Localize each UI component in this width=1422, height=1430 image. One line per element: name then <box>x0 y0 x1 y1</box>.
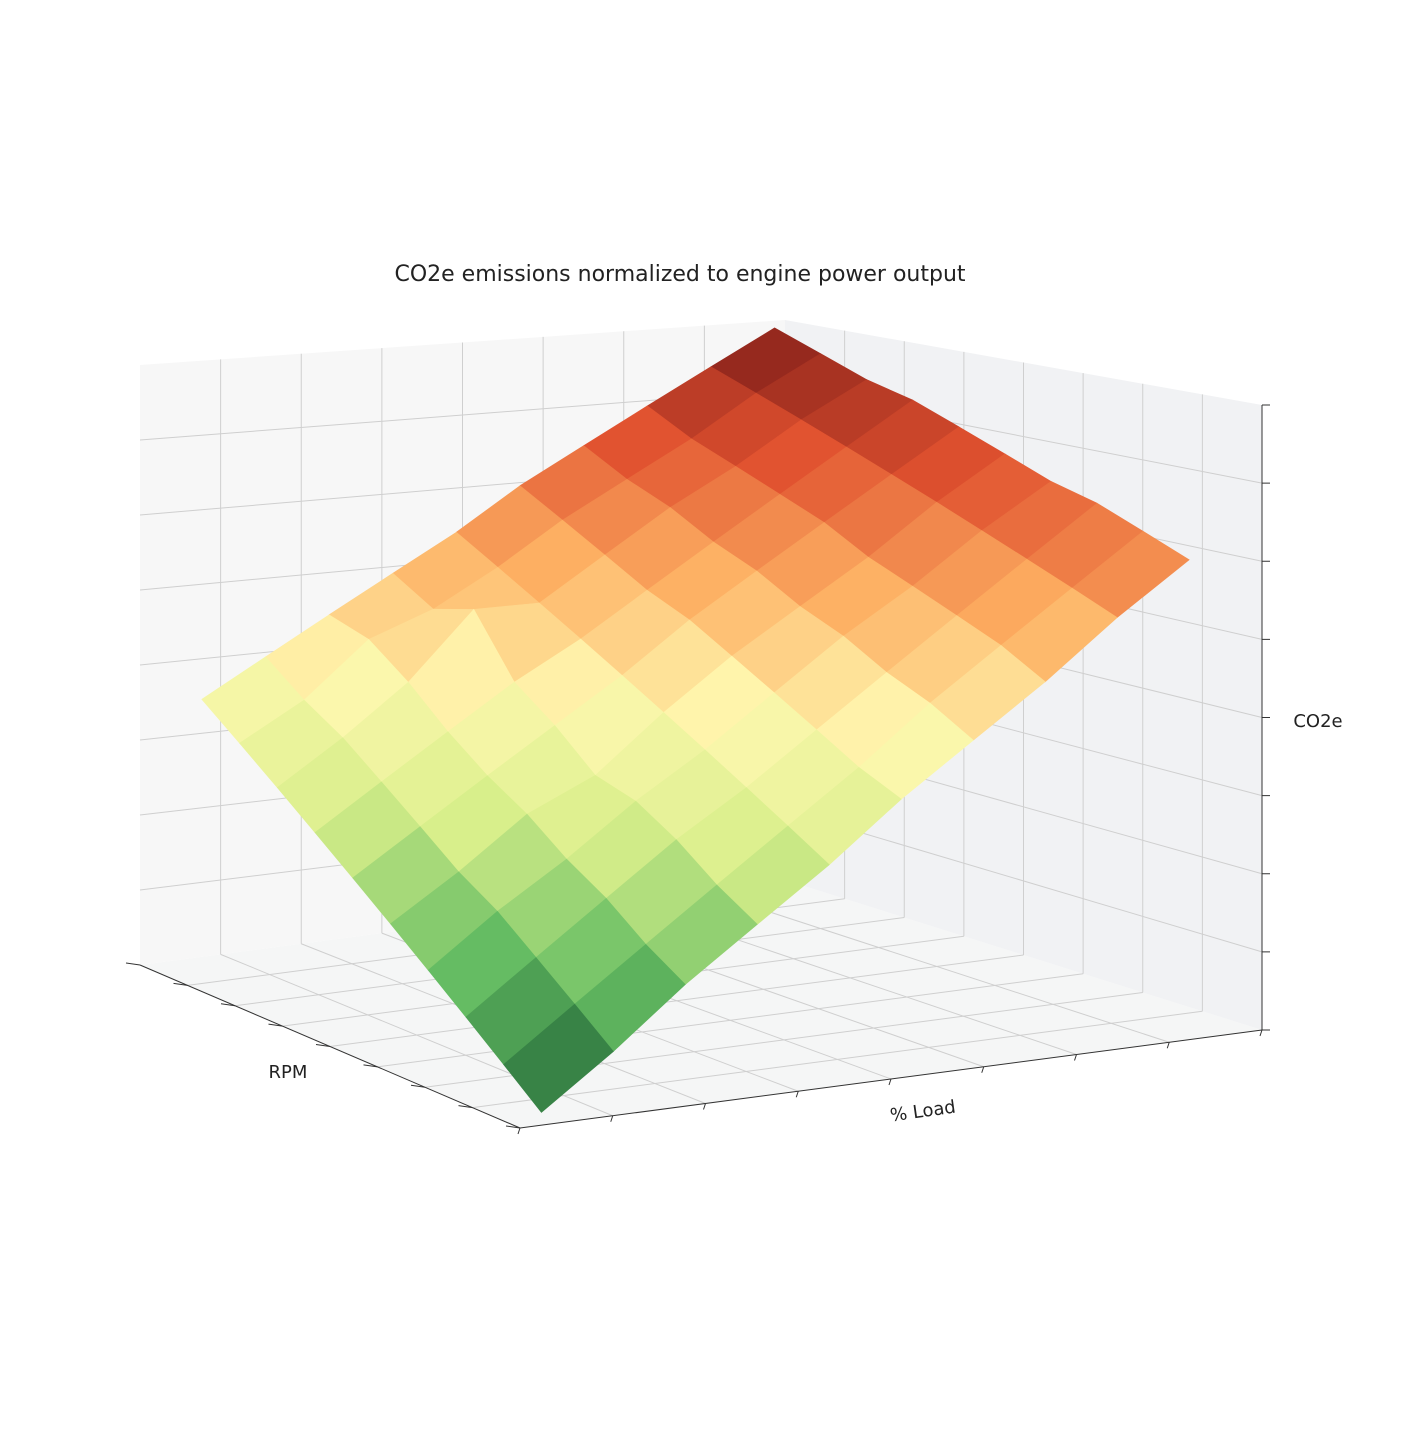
chart-title: CO2e emissions normalized to engine powe… <box>394 262 965 287</box>
y-tick <box>1074 1054 1077 1061</box>
y-axis-label: % Load <box>889 1097 957 1127</box>
surface <box>201 327 1190 1113</box>
y-tick <box>981 1066 985 1073</box>
pane-grid-line <box>704 890 1170 1043</box>
x-tick <box>363 1064 378 1068</box>
x-tick <box>505 1125 521 1129</box>
y-tick <box>1166 1042 1170 1049</box>
surface-face <box>503 1003 614 1113</box>
y-tick <box>517 1127 521 1135</box>
z-axis-label: CO2e <box>1293 711 1342 732</box>
y-tick <box>795 1091 799 1098</box>
y-tick <box>1259 1029 1263 1037</box>
y-tick <box>703 1103 706 1110</box>
x-tick <box>315 1044 331 1047</box>
axis-line <box>519 1029 1263 1129</box>
axis-line <box>139 964 521 1129</box>
x-axis-label: RPM <box>269 1062 308 1083</box>
x-tick <box>410 1084 426 1088</box>
x-tick <box>458 1105 473 1109</box>
x-tick <box>268 1023 283 1027</box>
y-tick <box>888 1078 892 1086</box>
x-tick <box>220 1003 236 1007</box>
x-tick <box>173 982 188 986</box>
y-tick <box>610 1115 614 1122</box>
x-tick <box>125 962 141 966</box>
